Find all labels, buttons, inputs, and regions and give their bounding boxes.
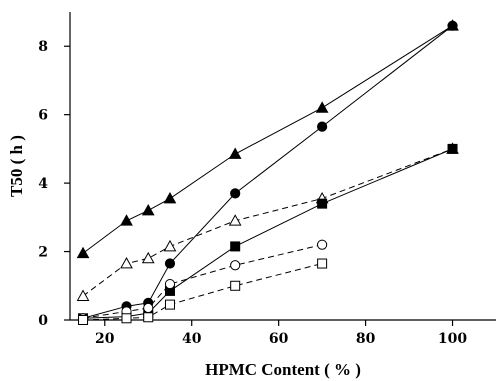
y-ticks: 0 2 4 6 8 (38, 39, 70, 329)
data-point (164, 258, 176, 269)
x-tick-label: 100 (438, 331, 467, 347)
data-point (230, 260, 241, 271)
data-point (317, 239, 328, 250)
y-tick-label: 4 (38, 176, 48, 192)
y-tick-label: 0 (38, 313, 48, 329)
x-ticks: 20 40 60 80 100 (95, 320, 467, 347)
series-line (83, 148, 453, 319)
data-point (164, 299, 175, 310)
data-point (120, 214, 133, 226)
data-point (315, 101, 329, 113)
series-4 (78, 143, 458, 324)
data-point (121, 313, 132, 324)
data-point (228, 147, 242, 159)
series-layer (76, 19, 459, 325)
data-point (163, 191, 177, 204)
data-point (230, 188, 241, 199)
data-point (447, 20, 458, 31)
data-point (228, 214, 242, 226)
series-1 (76, 19, 459, 259)
data-point (163, 239, 177, 252)
y-axis-title: T50 ( h ) (7, 135, 26, 197)
data-point (78, 315, 89, 325)
y-tick-label: 2 (38, 245, 48, 261)
data-point (230, 241, 241, 252)
data-point (120, 257, 133, 269)
data-point (317, 258, 328, 269)
chart-axes (69, 12, 496, 321)
data-point (76, 246, 90, 259)
series-line (82, 244, 323, 319)
data-point (143, 312, 154, 323)
y-tick-label: 8 (38, 39, 48, 55)
y-tick-label: 6 (38, 108, 48, 124)
data-point (317, 198, 328, 209)
x-tick-label: 20 (95, 331, 115, 347)
data-point (447, 143, 458, 154)
series-line (82, 148, 453, 297)
x-tick-label: 80 (356, 331, 376, 347)
data-point (164, 278, 176, 290)
data-point (141, 203, 155, 216)
data-point (143, 302, 154, 314)
data-point (76, 289, 90, 301)
data-point (317, 121, 328, 132)
series-line (82, 25, 453, 254)
series-3 (76, 142, 459, 301)
data-point (230, 280, 241, 291)
series-5 (77, 239, 328, 324)
x-tick-label: 60 (269, 331, 289, 347)
data-point (141, 251, 155, 264)
series-6 (78, 258, 328, 325)
series-line (83, 263, 323, 321)
x-axis-title: HPMC Content ( % ) (205, 360, 361, 379)
x-tick-label: 40 (182, 331, 202, 347)
